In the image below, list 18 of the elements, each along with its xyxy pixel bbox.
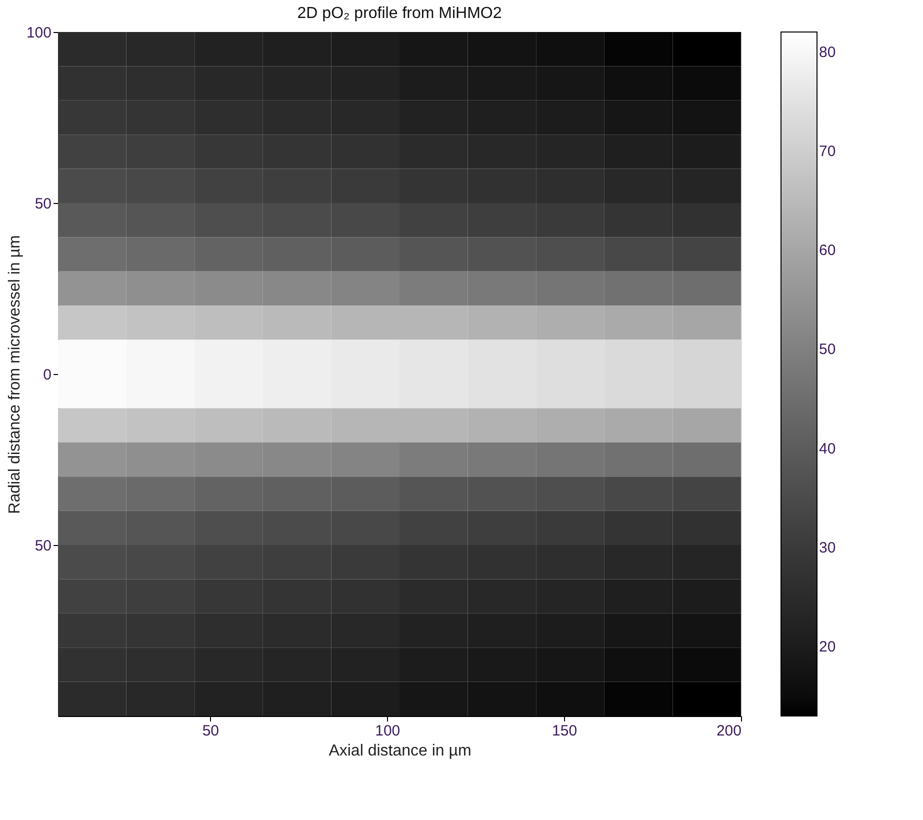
x-tick-label: 150	[552, 722, 578, 740]
y-axis-title: Radial distance from microvessel in µm	[6, 235, 24, 514]
y-tick-label: 0	[43, 366, 52, 384]
color-bar-label: 80	[819, 44, 836, 61]
x-axis-title: Axial distance in µm	[328, 742, 472, 760]
chart-title: 2D pO₂ profile from MiHMO2	[297, 5, 502, 22]
color-bar-label: 40	[819, 440, 836, 458]
x-tick-label: 100	[375, 722, 400, 740]
color-bar-label: 50	[819, 341, 836, 358]
color-bar-label: 20	[819, 638, 836, 656]
y-tick-label: 100	[26, 24, 52, 42]
color-bar-label: 70	[819, 142, 836, 160]
y-tick-label: 50	[34, 538, 52, 554]
color-bar-label: 60	[819, 242, 836, 260]
y-tick-label: 50	[34, 196, 52, 212]
x-tick-label: 50	[202, 722, 220, 740]
color-bar-label: 30	[819, 539, 836, 556]
x-tick-label: 200	[716, 722, 742, 740]
